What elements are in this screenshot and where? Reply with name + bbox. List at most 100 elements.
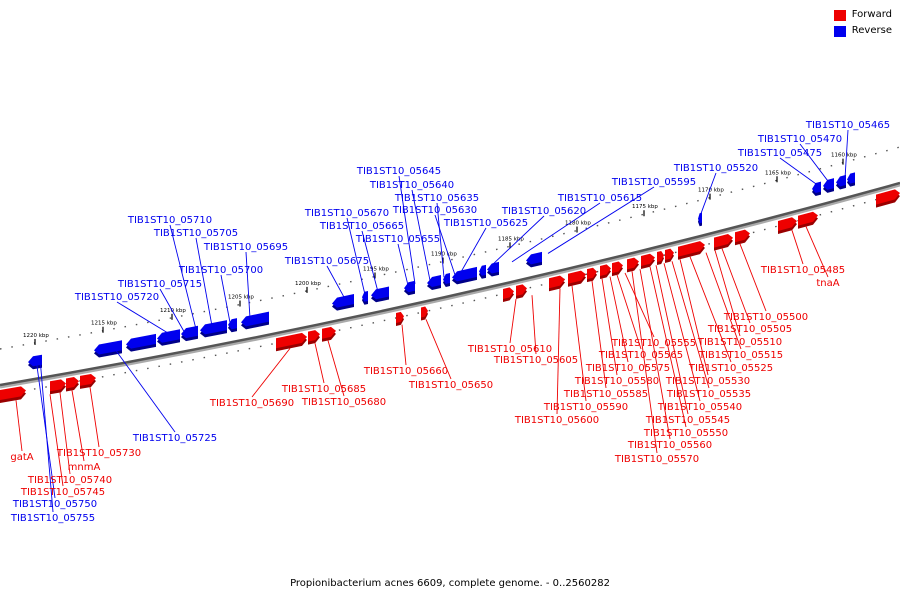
forward-label: TIB1ST10_05575 — [585, 363, 670, 374]
forward-label: TIB1ST10_05565 — [598, 350, 683, 361]
backbone-line — [0, 181, 900, 387]
reverse-label: TIB1ST10_05595 — [611, 177, 696, 188]
reverse-label: TIB1ST10_05665 — [319, 221, 404, 232]
forward-label: TIB1ST10_05740 — [27, 475, 112, 486]
reverse-label-leader — [547, 186, 655, 254]
forward-gene — [587, 267, 597, 280]
forward-label: TIB1ST10_05485 — [760, 265, 845, 276]
reverse-gene — [200, 320, 227, 335]
reverse-gene — [847, 172, 855, 184]
forward-gene — [612, 261, 623, 274]
reverse-gene — [487, 261, 499, 274]
forward-label: TIB1ST10_05515 — [698, 350, 783, 361]
reverse-gene — [332, 294, 354, 308]
genome-caption: Propionibacterium acnes 6609, complete g… — [290, 578, 610, 589]
forward-gene — [778, 217, 797, 232]
forward-label: TIB1ST10_05580 — [574, 376, 659, 387]
forward-label-leader — [805, 226, 829, 278]
reverse-label-leader — [398, 175, 416, 284]
forward-gene — [80, 373, 96, 386]
reverse-gene — [181, 325, 198, 339]
reverse-label-leader — [346, 217, 366, 295]
forward-label: TIB1ST10_05680 — [301, 397, 386, 408]
tick-label: 1195 kbp — [363, 267, 389, 273]
forward-gene — [641, 253, 655, 266]
reverse-label: TIB1ST10_05520 — [673, 163, 758, 174]
forward-label-leader — [739, 243, 767, 312]
tick-label: 1215 kbp — [91, 321, 117, 327]
forward-label: TIB1ST10_05535 — [666, 389, 751, 400]
forward-gene — [66, 377, 79, 389]
reverse-gene — [427, 275, 441, 288]
forward-label: TIB1ST10_05500 — [723, 312, 808, 323]
reverse-label: TIB1ST10_05625 — [443, 218, 528, 229]
forward-gene — [516, 284, 527, 296]
reverse-label: TIB1ST10_05755 — [10, 513, 95, 524]
reverse-label: TIB1ST10_05750 — [12, 499, 97, 510]
forward-label: TIB1ST10_05560 — [627, 440, 712, 451]
reverse-label: TIB1ST10_05465 — [805, 120, 890, 131]
reverse-gene — [157, 329, 180, 343]
reverse-label-leader — [779, 157, 819, 186]
reverse-label-leader — [39, 358, 54, 513]
reverse-gene — [126, 333, 156, 349]
reverse-label-leader — [326, 265, 346, 300]
forward-gene — [549, 275, 565, 289]
tick-label: 1185 kbp — [498, 236, 524, 242]
forward-label-leader — [89, 387, 100, 448]
reverse-label: TIB1ST10_05705 — [153, 228, 238, 239]
forward-label: TIB1ST10_05585 — [563, 389, 648, 400]
forward-label-leader — [639, 269, 671, 440]
forward-label: gatA — [10, 452, 33, 463]
reverse-label-leader — [699, 172, 717, 217]
tick-label: 1190 kbp — [431, 252, 457, 258]
backbone-shadow — [0, 183, 900, 389]
forward-gene — [421, 306, 428, 318]
reverse-label: TIB1ST10_05720 — [74, 292, 159, 303]
tick-label: 1160 kbp — [831, 153, 857, 159]
forward-label-leader — [791, 230, 804, 265]
reverse-label: TIB1ST10_05715 — [117, 279, 202, 290]
reverse-gene — [94, 340, 122, 355]
reverse-label-leader — [489, 215, 545, 268]
forward-gene — [735, 229, 750, 243]
forward-label: tnaA — [816, 278, 839, 289]
reverse-label: TIB1ST10_05725 — [132, 433, 217, 444]
reverse-gene — [28, 354, 42, 367]
forward-label-leader — [531, 295, 537, 355]
reverse-gene — [241, 311, 269, 327]
forward-label-leader — [327, 340, 345, 397]
reverse-swatch — [833, 25, 846, 37]
forward-label-leader — [556, 288, 561, 415]
forward-label-leader — [401, 324, 407, 366]
forward-label-leader — [251, 348, 291, 398]
forward-gene — [308, 330, 320, 342]
forward-gene — [665, 248, 674, 261]
reverse-label: TIB1ST10_05655 — [355, 234, 440, 245]
forward-label-leader — [679, 259, 709, 376]
forward-label-leader — [49, 394, 64, 487]
forward-label-leader — [609, 276, 629, 363]
forward-label: TIB1ST10_05690 — [209, 398, 294, 409]
tick-label: 1165 kbp — [765, 170, 791, 176]
tick-label: 1220 kbp — [23, 333, 49, 339]
forward-label-leader — [689, 256, 732, 363]
reverse-label-leader — [220, 274, 231, 323]
reverse-label: TIB1ST10_05640 — [369, 180, 454, 191]
reverse-label: TIB1ST10_05670 — [304, 208, 389, 219]
reverse-label-leader — [245, 251, 251, 319]
forward-label-leader — [671, 261, 710, 389]
forward-label: TIB1ST10_05510 — [697, 337, 782, 348]
forward-label-leader — [571, 285, 587, 402]
reverse-label-leader — [799, 143, 830, 183]
forward-label-leader — [591, 280, 607, 389]
forward-gene — [0, 386, 26, 400]
forward-gene — [627, 257, 639, 270]
reverse-gene — [443, 273, 450, 284]
reverse-gene — [479, 264, 486, 276]
forward-label-leader — [616, 274, 642, 350]
tick-label: 1170 kbp — [698, 188, 724, 194]
reverse-gene — [836, 174, 846, 187]
reverse-label-leader — [397, 243, 409, 286]
